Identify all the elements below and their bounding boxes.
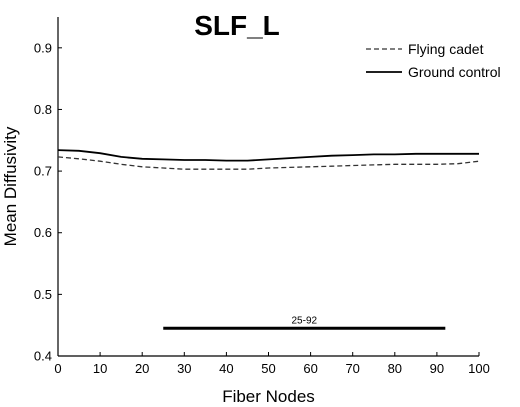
chart-title: SLF_L bbox=[194, 10, 280, 41]
y-tick-label: 0.6 bbox=[34, 225, 52, 240]
x-tick-label: 70 bbox=[345, 361, 359, 376]
series-layer bbox=[57, 149, 480, 170]
x-tick-label: 10 bbox=[93, 361, 107, 376]
x-tick-label: 20 bbox=[135, 361, 149, 376]
x-tick-label: 30 bbox=[177, 361, 191, 376]
x-tick-label: 60 bbox=[303, 361, 317, 376]
y-tick-label: 0.5 bbox=[34, 287, 52, 302]
x-tick-label: 90 bbox=[430, 361, 444, 376]
x-axis-label: Fiber Nodes bbox=[222, 387, 315, 406]
x-tick-label: 100 bbox=[468, 361, 490, 376]
y-tick-label: 0.4 bbox=[34, 349, 52, 364]
x-tick-label: 80 bbox=[388, 361, 402, 376]
x-tick-label: 40 bbox=[219, 361, 233, 376]
y-axis-label: Mean Diffusivity bbox=[1, 126, 20, 246]
annotation-layer: 25-92 bbox=[163, 315, 446, 330]
y-tick-label: 0.9 bbox=[34, 40, 52, 55]
x-axis-ticks: 0 10 20 30 40 50 60 70 80 90 100 bbox=[54, 352, 490, 376]
y-tick-label: 0.7 bbox=[34, 164, 52, 179]
significance-bar-label: 25-92 bbox=[291, 315, 317, 326]
legend-label: Flying cadet bbox=[408, 41, 484, 57]
x-tick-label: 50 bbox=[261, 361, 275, 376]
y-axis-ticks: 0.4 0.5 0.6 0.7 0.8 0.9 bbox=[34, 40, 62, 364]
series-line-flying-cadet bbox=[57, 156, 480, 170]
y-tick-label: 0.8 bbox=[34, 102, 52, 117]
legend-label: Ground control bbox=[408, 64, 501, 80]
series-line-ground-control bbox=[57, 149, 479, 162]
x-tick-label: 0 bbox=[54, 361, 61, 376]
legend: Flying cadet Ground control bbox=[366, 41, 501, 80]
